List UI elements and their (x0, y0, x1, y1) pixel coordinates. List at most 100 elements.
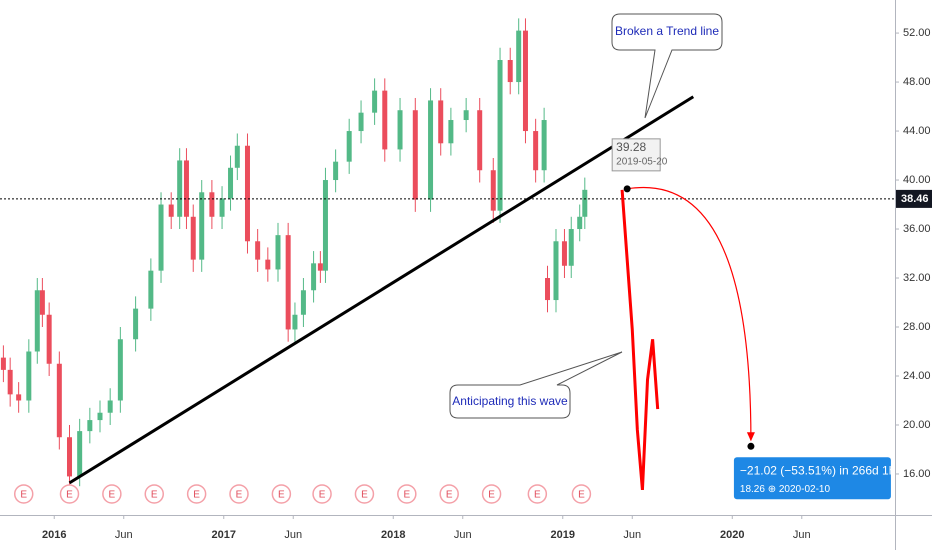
measure-line1: −21.02 (−53.51%) in 266d 1h (740, 463, 895, 477)
candle-body (317, 263, 323, 271)
candle-body (477, 110, 483, 171)
candle-body (0, 357, 6, 370)
x-tick-label: 2018 (381, 529, 405, 541)
start-value: 39.28 (616, 140, 646, 154)
earnings-label: E (319, 490, 326, 501)
candle-body (533, 131, 539, 171)
earnings-marker (312, 484, 332, 504)
x-tick-label: Jun (115, 529, 133, 541)
earnings-label: E (193, 490, 200, 501)
annotation: Broken a Trend line (615, 24, 719, 38)
measure-end (747, 442, 755, 450)
measure-box (733, 457, 891, 500)
candle-body (228, 167, 234, 199)
x-tick-label: 2017 (212, 529, 236, 541)
candle-body (244, 145, 250, 242)
last-price-box (896, 189, 932, 208)
candle-body (346, 131, 352, 162)
x-tick-label: Jun (623, 529, 641, 541)
earnings-marker (481, 484, 502, 504)
candle-body (333, 161, 339, 181)
earnings-marker (439, 484, 459, 504)
earnings-label: E (403, 490, 410, 501)
candle-body (66, 437, 72, 477)
earnings-marker (102, 484, 122, 504)
candle-body (577, 216, 583, 230)
candle-body (541, 120, 547, 171)
candle-body (522, 30, 528, 132)
earnings-label: E (446, 490, 453, 501)
earnings-label: E (361, 490, 368, 501)
callout-wave: Anticipating this wave (449, 351, 623, 419)
y-tick-label: 16.00 (903, 468, 931, 480)
earnings-marker (527, 484, 548, 504)
candle-body (322, 180, 328, 271)
candle-body (300, 290, 306, 315)
candle-body (158, 204, 164, 271)
y-tick-label: 36.00 (903, 223, 931, 235)
earnings-marker (229, 484, 249, 504)
x-tick-label: Jun (284, 529, 302, 541)
candle-body (448, 120, 454, 144)
candle-body (582, 189, 588, 217)
candle-body (358, 112, 364, 132)
measure-line2: 18.26 ⊕ 2020-02-10 (740, 484, 831, 495)
x-tick-label: 2020 (720, 529, 744, 541)
candle-body (516, 30, 522, 83)
candle-body (265, 259, 271, 270)
y-tick-label: 52.00 (903, 27, 931, 39)
y-tick-label: 44.00 (903, 125, 931, 137)
earnings-marker (397, 484, 417, 504)
candle-body (397, 110, 403, 150)
earnings-marker (571, 484, 592, 504)
candle-body (382, 90, 388, 150)
candle-body (16, 394, 22, 401)
earnings-label: E (109, 490, 116, 501)
start-label-box (611, 138, 661, 172)
candle-body (209, 192, 215, 217)
candle-body (183, 160, 189, 217)
candle-body (77, 431, 83, 477)
candle-body (463, 110, 469, 121)
measure-start (623, 185, 631, 193)
candle-body (219, 198, 225, 217)
x-tick-label: 2019 (551, 529, 575, 541)
y-tick-label: 20.00 (903, 419, 931, 431)
earnings-marker (13, 484, 34, 504)
arrow-head (746, 432, 755, 442)
candle-body (507, 60, 513, 83)
callout-box (449, 351, 623, 419)
candle-body (255, 241, 261, 260)
candle-body (97, 412, 103, 421)
candle-body (168, 204, 174, 217)
x-tick-label: Jun (793, 529, 811, 541)
candle-body (117, 339, 123, 401)
y-tick-label: 32.00 (903, 272, 931, 284)
measure-arrow (627, 186, 752, 441)
start-date: 2019-05-20 (616, 156, 668, 167)
earnings-label: E (578, 490, 585, 501)
earnings-marker (186, 484, 207, 504)
candle-body (34, 290, 40, 352)
x-tick-label: Jun (454, 529, 472, 541)
earnings-marker (59, 484, 80, 504)
earnings-label: E (20, 490, 27, 501)
last-price-label: 38.46 (901, 193, 929, 205)
candle-body (234, 145, 240, 168)
y-tick-label: 48.00 (903, 76, 931, 88)
trendline (68, 95, 695, 485)
candle-body (39, 290, 45, 315)
candle-body (275, 235, 281, 270)
candle-body (372, 90, 378, 113)
candle-body (133, 308, 139, 340)
earnings-label: E (236, 490, 243, 501)
candle-body (412, 110, 418, 200)
candle-body (285, 235, 291, 330)
candle-body (497, 60, 503, 211)
candle-body (107, 400, 113, 413)
callout-box (611, 13, 723, 119)
earnings-marker (354, 484, 375, 504)
candle-body (561, 241, 567, 266)
earnings-label: E (151, 490, 158, 501)
projection-line (620, 189, 660, 491)
